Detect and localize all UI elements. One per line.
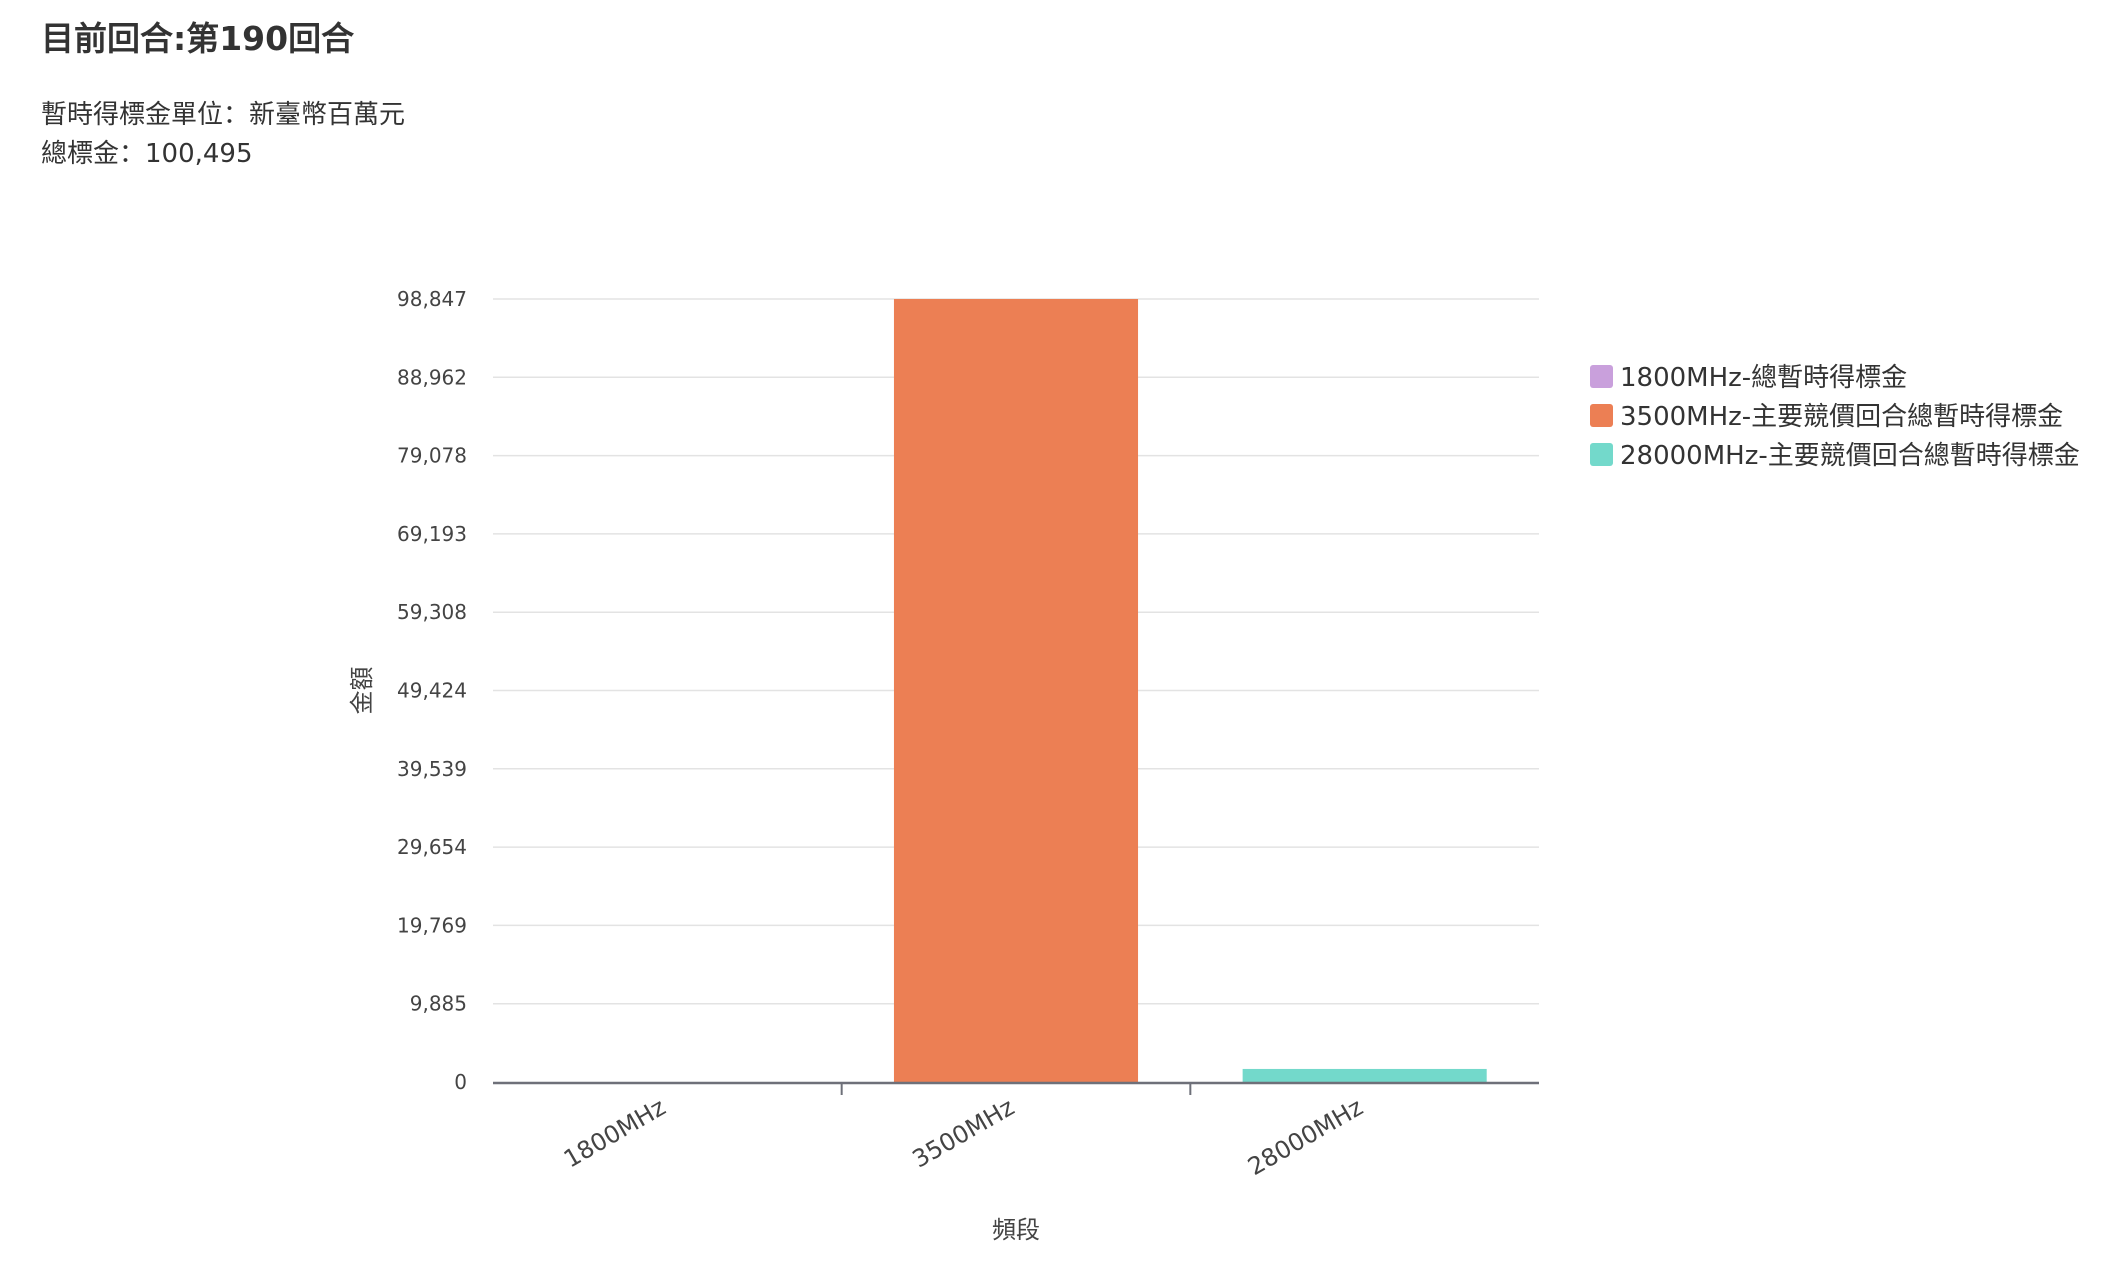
legend-swatch [1590,365,1613,388]
legend-swatch [1590,404,1613,427]
x-axis-tick-labels: 1800MHz 3500MHz 28000MHz [559,1093,1368,1181]
y-axis-title: 金額 [348,667,376,715]
x-axis-title: 頻段 [992,1216,1040,1244]
x-tick-label: 28000MHz [1243,1093,1368,1181]
y-tick-label: 39,539 [397,757,467,781]
unit-text: 暫時得標金單位：新臺幣百萬元 [41,100,406,130]
bar-28000MHz [1242,1068,1487,1082]
y-tick-label: 98,847 [397,287,467,311]
y-tick-label: 19,769 [397,913,467,937]
legend-label: 1800MHz-總暫時得標金 [1620,363,1907,393]
y-tick-label: 29,654 [397,835,467,859]
y-tick-label: 88,962 [397,365,467,389]
legend-swatch [1590,443,1613,466]
legend-label: 28000MHz-主要競價回合總暫時得標金 [1620,441,2080,471]
bar-3500MHz [893,299,1139,1082]
total-amount-text: 總標金：100,495 [41,139,253,169]
x-tick-label: 1800MHz [559,1093,670,1173]
x-tick-label: 3500MHz [908,1093,1019,1173]
y-axis-tick-labels: 0 9,885 19,769 29,654 39,539 49,424 59,308 69,1… [397,287,467,1094]
x-axis [493,1081,1539,1095]
y-tick-label: 9,885 [410,992,467,1016]
y-tick-label: 0 [454,1070,467,1094]
y-tick-label: 49,424 [397,679,467,703]
y-tick-label: 79,078 [397,444,467,468]
legend-label: 3500MHz-主要競價回合總暫時得標金 [1620,402,2063,432]
legend: 1800MHz-總暫時得標金 3500MHz-主要競價回合總暫時得標金 28000M… [1590,363,2080,471]
y-tick-label: 69,193 [397,522,467,546]
bars [893,299,1487,1082]
round-title: 目前回合:第190回合 [41,19,355,58]
y-tick-label: 59,308 [397,600,467,624]
